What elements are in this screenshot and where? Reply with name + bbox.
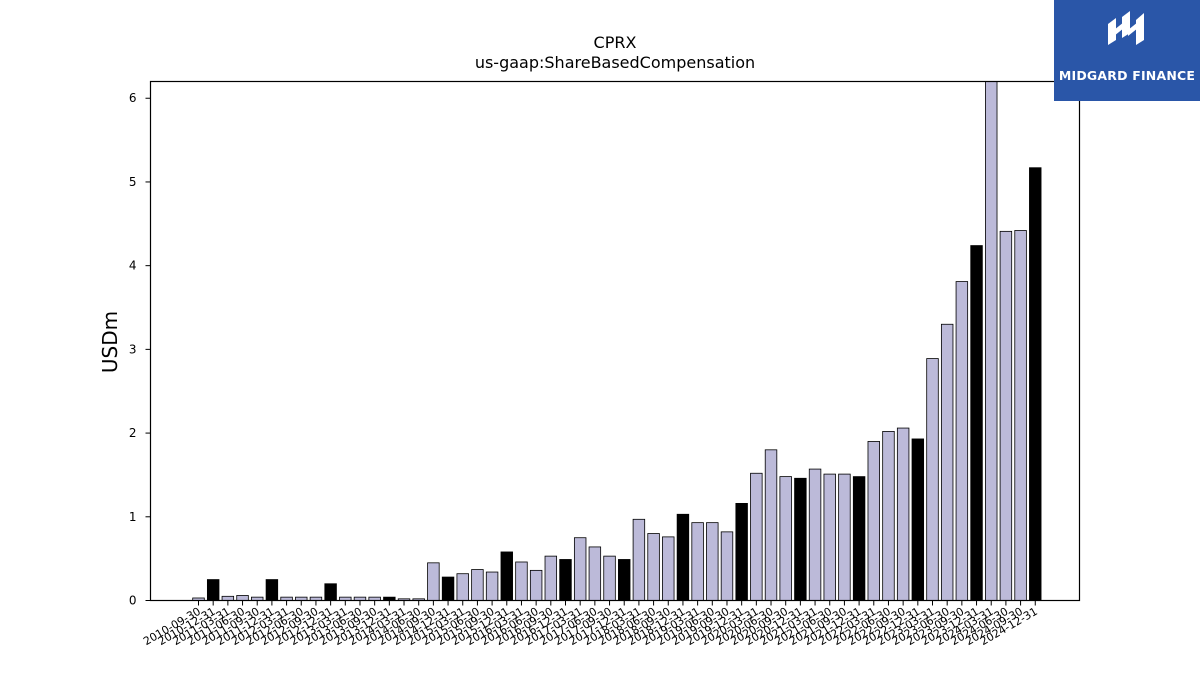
bar-2018-09-30 — [662, 536, 675, 601]
bar-2010-12-31 — [206, 579, 220, 601]
bar-2020-12-31 — [794, 477, 807, 601]
bar-2015-06-30 — [471, 569, 484, 601]
plot-frame — [149, 80, 1081, 602]
bar-2019-09-30 — [720, 531, 734, 601]
y-tick-label: 0 — [129, 594, 137, 608]
bar-2011-03-31 — [221, 595, 235, 601]
chart-title: CPRX — [594, 33, 637, 52]
bar-2014-09-30 — [427, 562, 440, 601]
bar-2012-12-31 — [324, 583, 337, 601]
brand-logo: MIDGARD FINANCE — [1054, 0, 1200, 101]
bar-2019-12-31 — [735, 502, 748, 601]
brand-name: MIDGARD FINANCE — [1058, 68, 1196, 83]
bar-2021-12-31 — [852, 476, 866, 601]
bar-2011-12-31 — [265, 579, 279, 601]
y-tick-label: 6 — [129, 91, 137, 105]
bar-2020-09-30 — [779, 476, 792, 601]
bar-2019-06-30 — [706, 522, 719, 601]
chart-subtitle: us-gaap:ShareBasedCompensation — [475, 53, 755, 72]
bar-2017-12-31 — [618, 559, 631, 601]
bar-2021-03-31 — [808, 468, 822, 601]
bar-2015-09-30 — [485, 571, 499, 601]
y-ticks-group: 0 1 2 3 4 5 6 — [129, 91, 151, 608]
bar-2023-12-31 — [970, 245, 983, 601]
bar-2021-06-30 — [823, 473, 836, 601]
bar-2018-03-31 — [632, 518, 646, 601]
bar-2018-12-31 — [676, 513, 690, 601]
y-tick-label: 4 — [129, 259, 137, 273]
bar-2023-06-30 — [940, 323, 954, 601]
bar-2024-03-31 — [985, 81, 998, 601]
bar-2024-12-31 — [1029, 167, 1042, 601]
midgard-m-icon — [1108, 11, 1144, 45]
bar-2015-12-31 — [500, 551, 513, 601]
y-tick-label: 5 — [129, 175, 137, 189]
bar-2011-06-30 — [236, 595, 249, 601]
bar-2022-03-31 — [867, 441, 880, 601]
y-tick-label: 2 — [129, 426, 137, 440]
bar-2022-06-30 — [882, 431, 895, 601]
y-tick-label: 3 — [129, 342, 137, 356]
bar-2017-06-30 — [588, 546, 602, 601]
bar-2022-09-30 — [896, 427, 910, 601]
bar-2014-12-31 — [441, 576, 455, 601]
bar-2016-12-31 — [559, 559, 572, 601]
bars-group — [192, 81, 1042, 601]
y-axis-label: USDm — [98, 311, 122, 373]
bar-2024-09-30 — [1014, 230, 1027, 601]
bar-2017-03-31 — [573, 537, 587, 601]
bar-2020-06-30 — [764, 449, 778, 601]
bar-2018-06-30 — [647, 533, 660, 601]
bar-2016-09-30 — [544, 555, 558, 601]
bar-2022-12-31 — [911, 438, 925, 601]
bar-2017-09-30 — [603, 555, 616, 601]
bar-2016-06-30 — [529, 569, 543, 601]
bar-2016-03-31 — [515, 561, 528, 601]
bar-2023-03-31 — [926, 358, 939, 601]
bar-2015-03-31 — [456, 573, 469, 601]
y-tick-label: 1 — [129, 510, 137, 524]
bar-2021-09-30 — [838, 473, 851, 601]
bar-2024-06-30 — [999, 230, 1013, 601]
x-ticks-group: 2010-09-302010-12-312011-03-312011-06-30… — [141, 600, 1040, 648]
bar-2019-03-31 — [691, 522, 704, 601]
bar-2023-09-30 — [955, 281, 969, 601]
bar-2020-03-31 — [750, 472, 763, 601]
